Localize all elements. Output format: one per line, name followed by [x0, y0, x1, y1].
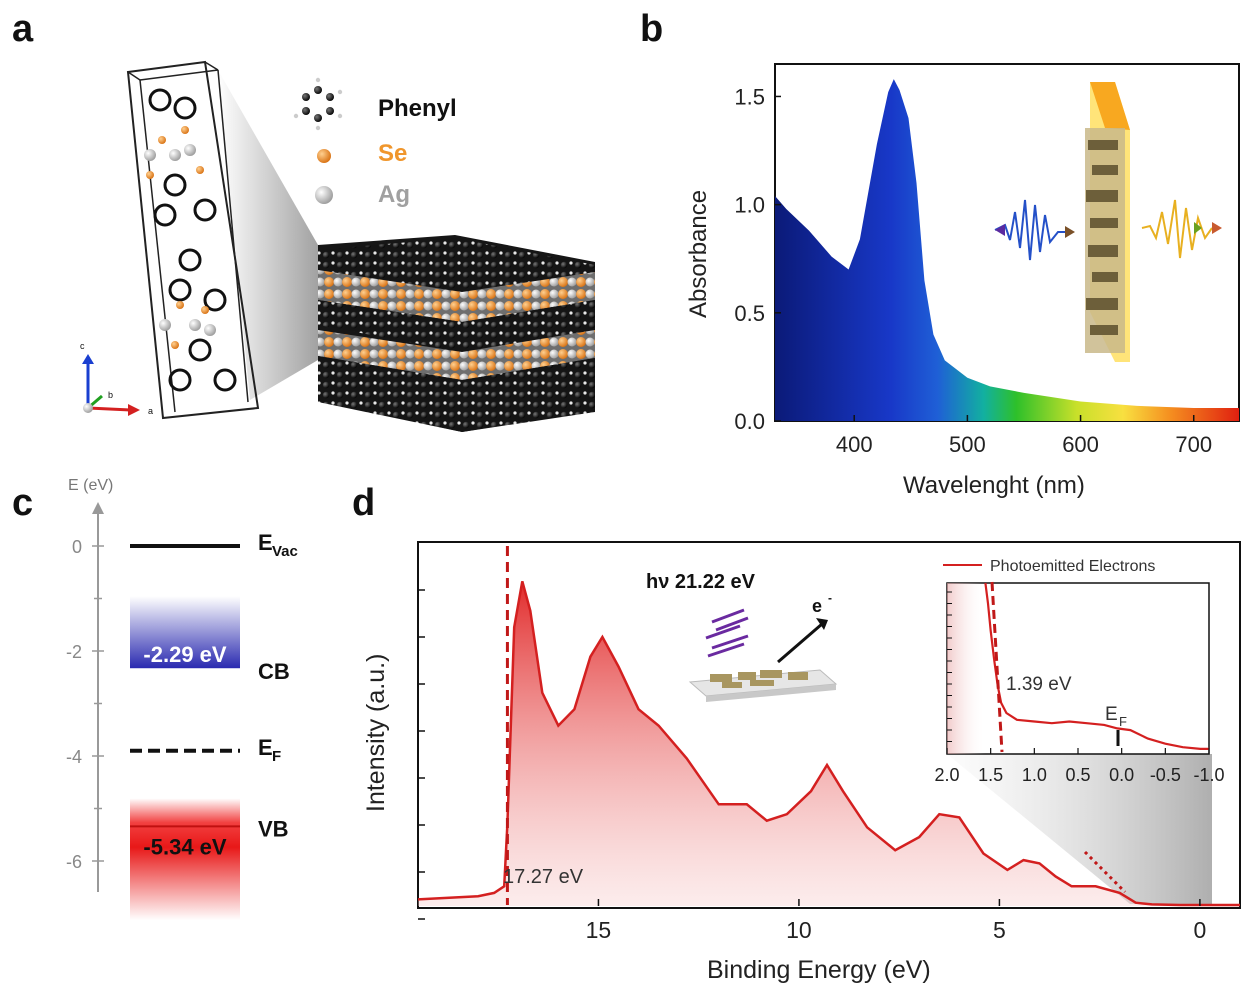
- inset-chart: 2.0 1.5 1.0 0.5 0.0 -0.5 -1.0 1.39 eV E F Phot…: [934, 558, 1224, 785]
- y-tick-label: 1.5: [734, 84, 765, 109]
- legend-ag: Ag: [378, 181, 410, 208]
- panel-letter-a: a: [12, 8, 34, 50]
- vb-name-label: VB: [258, 816, 289, 841]
- zoom-wedge: [947, 754, 1212, 904]
- energy-tick-label: -4: [66, 747, 82, 767]
- layered-slab: [318, 235, 595, 432]
- film-flakes: [710, 670, 808, 688]
- x-tick-label: 0: [1194, 917, 1207, 943]
- x-tick-label: 500: [949, 432, 986, 457]
- cb-value-label: -2.29 eV: [143, 642, 226, 667]
- panel-letter-b: b: [640, 8, 664, 50]
- inset-x-tick-label: 0.5: [1065, 765, 1090, 785]
- phenyl-rings: [148, 88, 237, 392]
- svg-text:-: -: [828, 591, 832, 605]
- conduction-band: [130, 596, 240, 669]
- se-ag-atoms: [144, 126, 216, 349]
- cutoff-label: 17.27 eV: [503, 866, 584, 888]
- energy-tick-label: 0: [72, 537, 82, 557]
- x-tick-label: 600: [1062, 432, 1099, 457]
- axis-c-label: c: [80, 341, 85, 351]
- phenyl-legend-icon: [293, 77, 343, 131]
- energy-tick-label: -2: [66, 642, 82, 662]
- inset-x-tick-label: 1.5: [978, 765, 1003, 785]
- plot-frame-d: [417, 541, 1241, 909]
- inset-line: [984, 582, 1209, 750]
- inset-legend-label: Photoemitted Electrons: [990, 558, 1155, 575]
- inset-shade: [947, 583, 986, 754]
- panel-d-xlabel: Binding Energy (eV): [707, 956, 931, 984]
- outgoing-wave: [1141, 199, 1222, 259]
- y-tick-label: 0.0: [734, 409, 765, 434]
- legend-phenyl: Phenyl: [378, 95, 457, 122]
- inset-onset-label: 1.39 eV: [1006, 674, 1072, 695]
- valence-band: [130, 798, 240, 921]
- inset-onset-dashed-line: [990, 581, 1004, 753]
- se-legend-icon: [317, 149, 331, 163]
- electron-arrow: [777, 622, 823, 664]
- panel-a-unit-cell: c b a: [80, 60, 318, 420]
- axis-a-label: a: [148, 406, 153, 416]
- inset-x-tick-label: -1.0: [1193, 765, 1224, 785]
- vb-value-label: -5.34 eV: [143, 834, 226, 859]
- panel-d-ups-chart: 15 10 5 0 17.27 eV hν 21.22 eV e: [362, 541, 1241, 984]
- energy-axis-label: E (eV): [68, 477, 113, 494]
- y-tick-label: 1.0: [734, 193, 765, 218]
- inset-x-tick-label: 1.0: [1022, 765, 1047, 785]
- electron-label: e: [812, 596, 822, 616]
- inset-x-tick-label: 2.0: [934, 765, 959, 785]
- inset-x-tick-label: 0.0: [1109, 765, 1134, 785]
- ups-area: [418, 581, 1240, 906]
- x-tick-label: 10: [786, 917, 812, 943]
- panel-letter-d: d: [352, 482, 376, 524]
- axis-b-label: b: [108, 390, 113, 400]
- atom-legend: Phenyl Se Ag: [293, 77, 457, 208]
- x-tick-label: 15: [586, 917, 612, 943]
- fermi-label: E: [1105, 704, 1118, 725]
- fermi-label-sub: F: [1119, 714, 1127, 729]
- panel-b-absorbance-chart: 400 500 600 700 0.0 0.5 1.0 1.5: [685, 63, 1240, 499]
- photon-icon: [705, 608, 749, 658]
- cb-name-label: CB: [258, 659, 290, 684]
- panel-b-ylabel: Absorbance: [685, 190, 712, 318]
- x-tick-label: 400: [836, 432, 873, 457]
- ups-line: [417, 580, 1240, 907]
- unit-cell-outline: [126, 60, 260, 420]
- incoming-wave: [994, 199, 1075, 261]
- photon-energy-label: hν 21.22 eV: [646, 571, 756, 593]
- fermi-level-label: E: [258, 735, 273, 760]
- y-tick-label: 0.5: [734, 301, 765, 326]
- ag-legend-icon: [315, 186, 333, 204]
- x-tick-label: 5: [993, 917, 1006, 943]
- axis-triad: c b a: [80, 341, 153, 416]
- fermi-level-sub: F: [272, 748, 281, 765]
- x-tick-label: 700: [1175, 432, 1212, 457]
- vacuum-level-label: E: [258, 530, 273, 555]
- onset-dotted-line: [1083, 850, 1127, 894]
- panel-letter-c: c: [12, 482, 34, 524]
- inset-x-tick-label: -0.5: [1150, 765, 1181, 785]
- vacuum-level-sub: Vac: [272, 543, 298, 560]
- panel-b-xlabel: Wavelenght (nm): [903, 472, 1085, 499]
- energy-tick-label: -6: [66, 852, 82, 872]
- photoemission-sketch: hν 21.22 eV e -: [646, 571, 838, 702]
- film-inset: [994, 82, 1222, 362]
- zoom-fan: [218, 70, 318, 400]
- absorbance-area: [775, 79, 1239, 421]
- legend-se: Se: [378, 140, 407, 167]
- panel-d-ylabel: Intensity (a.u.): [362, 654, 390, 812]
